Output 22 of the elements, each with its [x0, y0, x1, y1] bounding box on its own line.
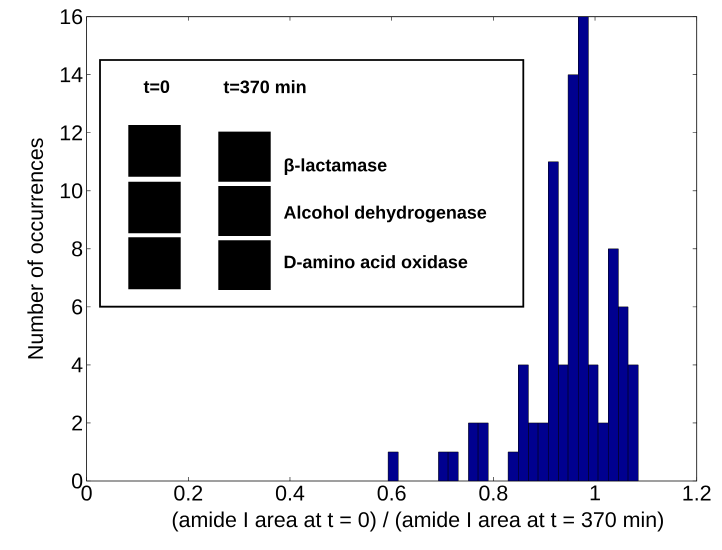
y-tick-label: 0 [72, 473, 82, 489]
x-tick-label: 0.8 [479, 486, 508, 501]
x-tick-label: 1 [590, 486, 600, 500]
annotation: t=0 [144, 80, 170, 94]
y-tick-label: 6 [72, 299, 82, 314]
annotation: D-amino acid oxidase [284, 255, 468, 268]
x-tick-label: 1.2 [683, 486, 711, 500]
annotation: Alcohol dehydrogenase [284, 206, 486, 222]
x-axis-title: (amide I area at t = 0) / (amide I area at t = 370 min) [172, 512, 663, 532]
y-tick-label: 4 [72, 358, 82, 372]
x-tick-label: 0.6 [378, 486, 406, 501]
y-tick-label: 2 [72, 415, 82, 430]
x-tick-label: 0.2 [174, 486, 202, 501]
y-tick-label: 16 [60, 9, 82, 24]
annotation: β-lactamase [284, 158, 387, 176]
y-tick-label: 14 [60, 67, 82, 82]
x-tick-label: 0.4 [276, 486, 304, 501]
y-tick-label: 10 [60, 183, 82, 198]
y-tick-label: 8 [72, 241, 82, 256]
annotation: t=370 min [224, 80, 306, 94]
y-tick-label: 12 [60, 125, 82, 140]
y-axis-title: Number of occurrences [27, 138, 44, 358]
